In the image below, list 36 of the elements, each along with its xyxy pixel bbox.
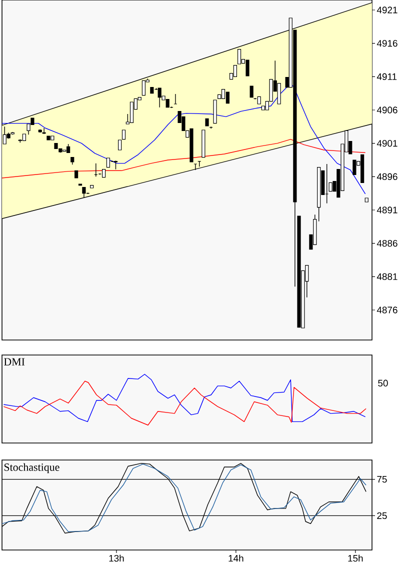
candlestick [352,160,356,175]
y-tick-label: 75 [377,476,387,483]
candlestick [42,128,46,134]
y-tick-label: 4896 [376,173,398,180]
y-tick-label: 25 [377,512,387,520]
x-tick-label: 14h [228,554,244,562]
x-tick-label: 15h [348,554,363,562]
candlestick [246,60,250,76]
candlestick [250,86,254,98]
candlestick [226,92,230,104]
candlestick [158,88,162,108]
y-tick-label: 4916 [376,40,398,47]
y-tick-label: 4906 [376,106,398,114]
text: 50 [378,380,388,387]
line-series [2,138,366,178]
chart-title: DMI [4,358,25,366]
candlestick [142,80,146,96]
candlestick [233,65,238,77]
candlestick [237,49,242,64]
y-tick-label: 4881 [376,273,398,280]
candlestick [213,100,217,124]
x-tick-label: 13h [109,554,124,562]
candlestick [82,186,86,198]
y-tick-label: 4911 [376,73,397,80]
candlestick [122,130,126,140]
candlestick [118,140,122,150]
y-tick-label: 4921 [376,6,398,14]
line-series [2,82,366,194]
y-tick-label: 4901 [376,140,398,147]
candlestick [277,83,281,104]
candlestick [130,102,134,123]
y-tick-label: 4886 [376,240,398,247]
candlestick [106,158,110,168]
chart-title: Stochastique [4,463,60,474]
y-tick-label: 4876 [376,306,398,314]
y-tick-label: 4891 [376,206,398,214]
